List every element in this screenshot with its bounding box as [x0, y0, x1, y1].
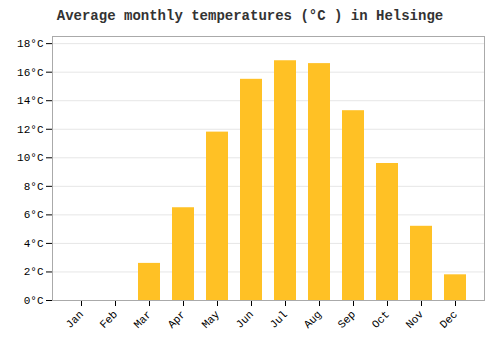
- svg-text:May: May: [200, 308, 223, 331]
- svg-text:2°C: 2°C: [24, 266, 44, 278]
- svg-text:Jun: Jun: [234, 308, 256, 330]
- svg-text:18°C: 18°C: [17, 38, 44, 50]
- svg-text:12°C: 12°C: [17, 124, 44, 136]
- svg-text:Aug: Aug: [302, 308, 324, 330]
- svg-text:Jul: Jul: [268, 308, 290, 330]
- svg-text:Oct: Oct: [370, 308, 392, 330]
- svg-text:Apr: Apr: [166, 308, 188, 330]
- svg-text:4°C: 4°C: [24, 238, 44, 250]
- svg-text:Mar: Mar: [132, 308, 154, 330]
- html-text:Average monthly temperatures (: Average monthly temperatures (°C ) in He…: [56, 8, 444, 24]
- svg-text:Nov: Nov: [404, 308, 427, 331]
- svg-text:0°C: 0°C: [24, 295, 44, 307]
- svg-text:Feb: Feb: [98, 308, 120, 330]
- svg-text:6°C: 6°C: [24, 209, 44, 221]
- svg-text:14°C: 14°C: [17, 95, 44, 107]
- svg-text:10°C: 10°C: [17, 152, 44, 164]
- svg-text:Sep: Sep: [336, 308, 358, 330]
- svg-text:16°C: 16°C: [17, 67, 44, 79]
- svg-text:Jan: Jan: [64, 308, 86, 330]
- svg-text:Dec: Dec: [438, 308, 460, 330]
- svg-text:8°C: 8°C: [24, 181, 44, 193]
